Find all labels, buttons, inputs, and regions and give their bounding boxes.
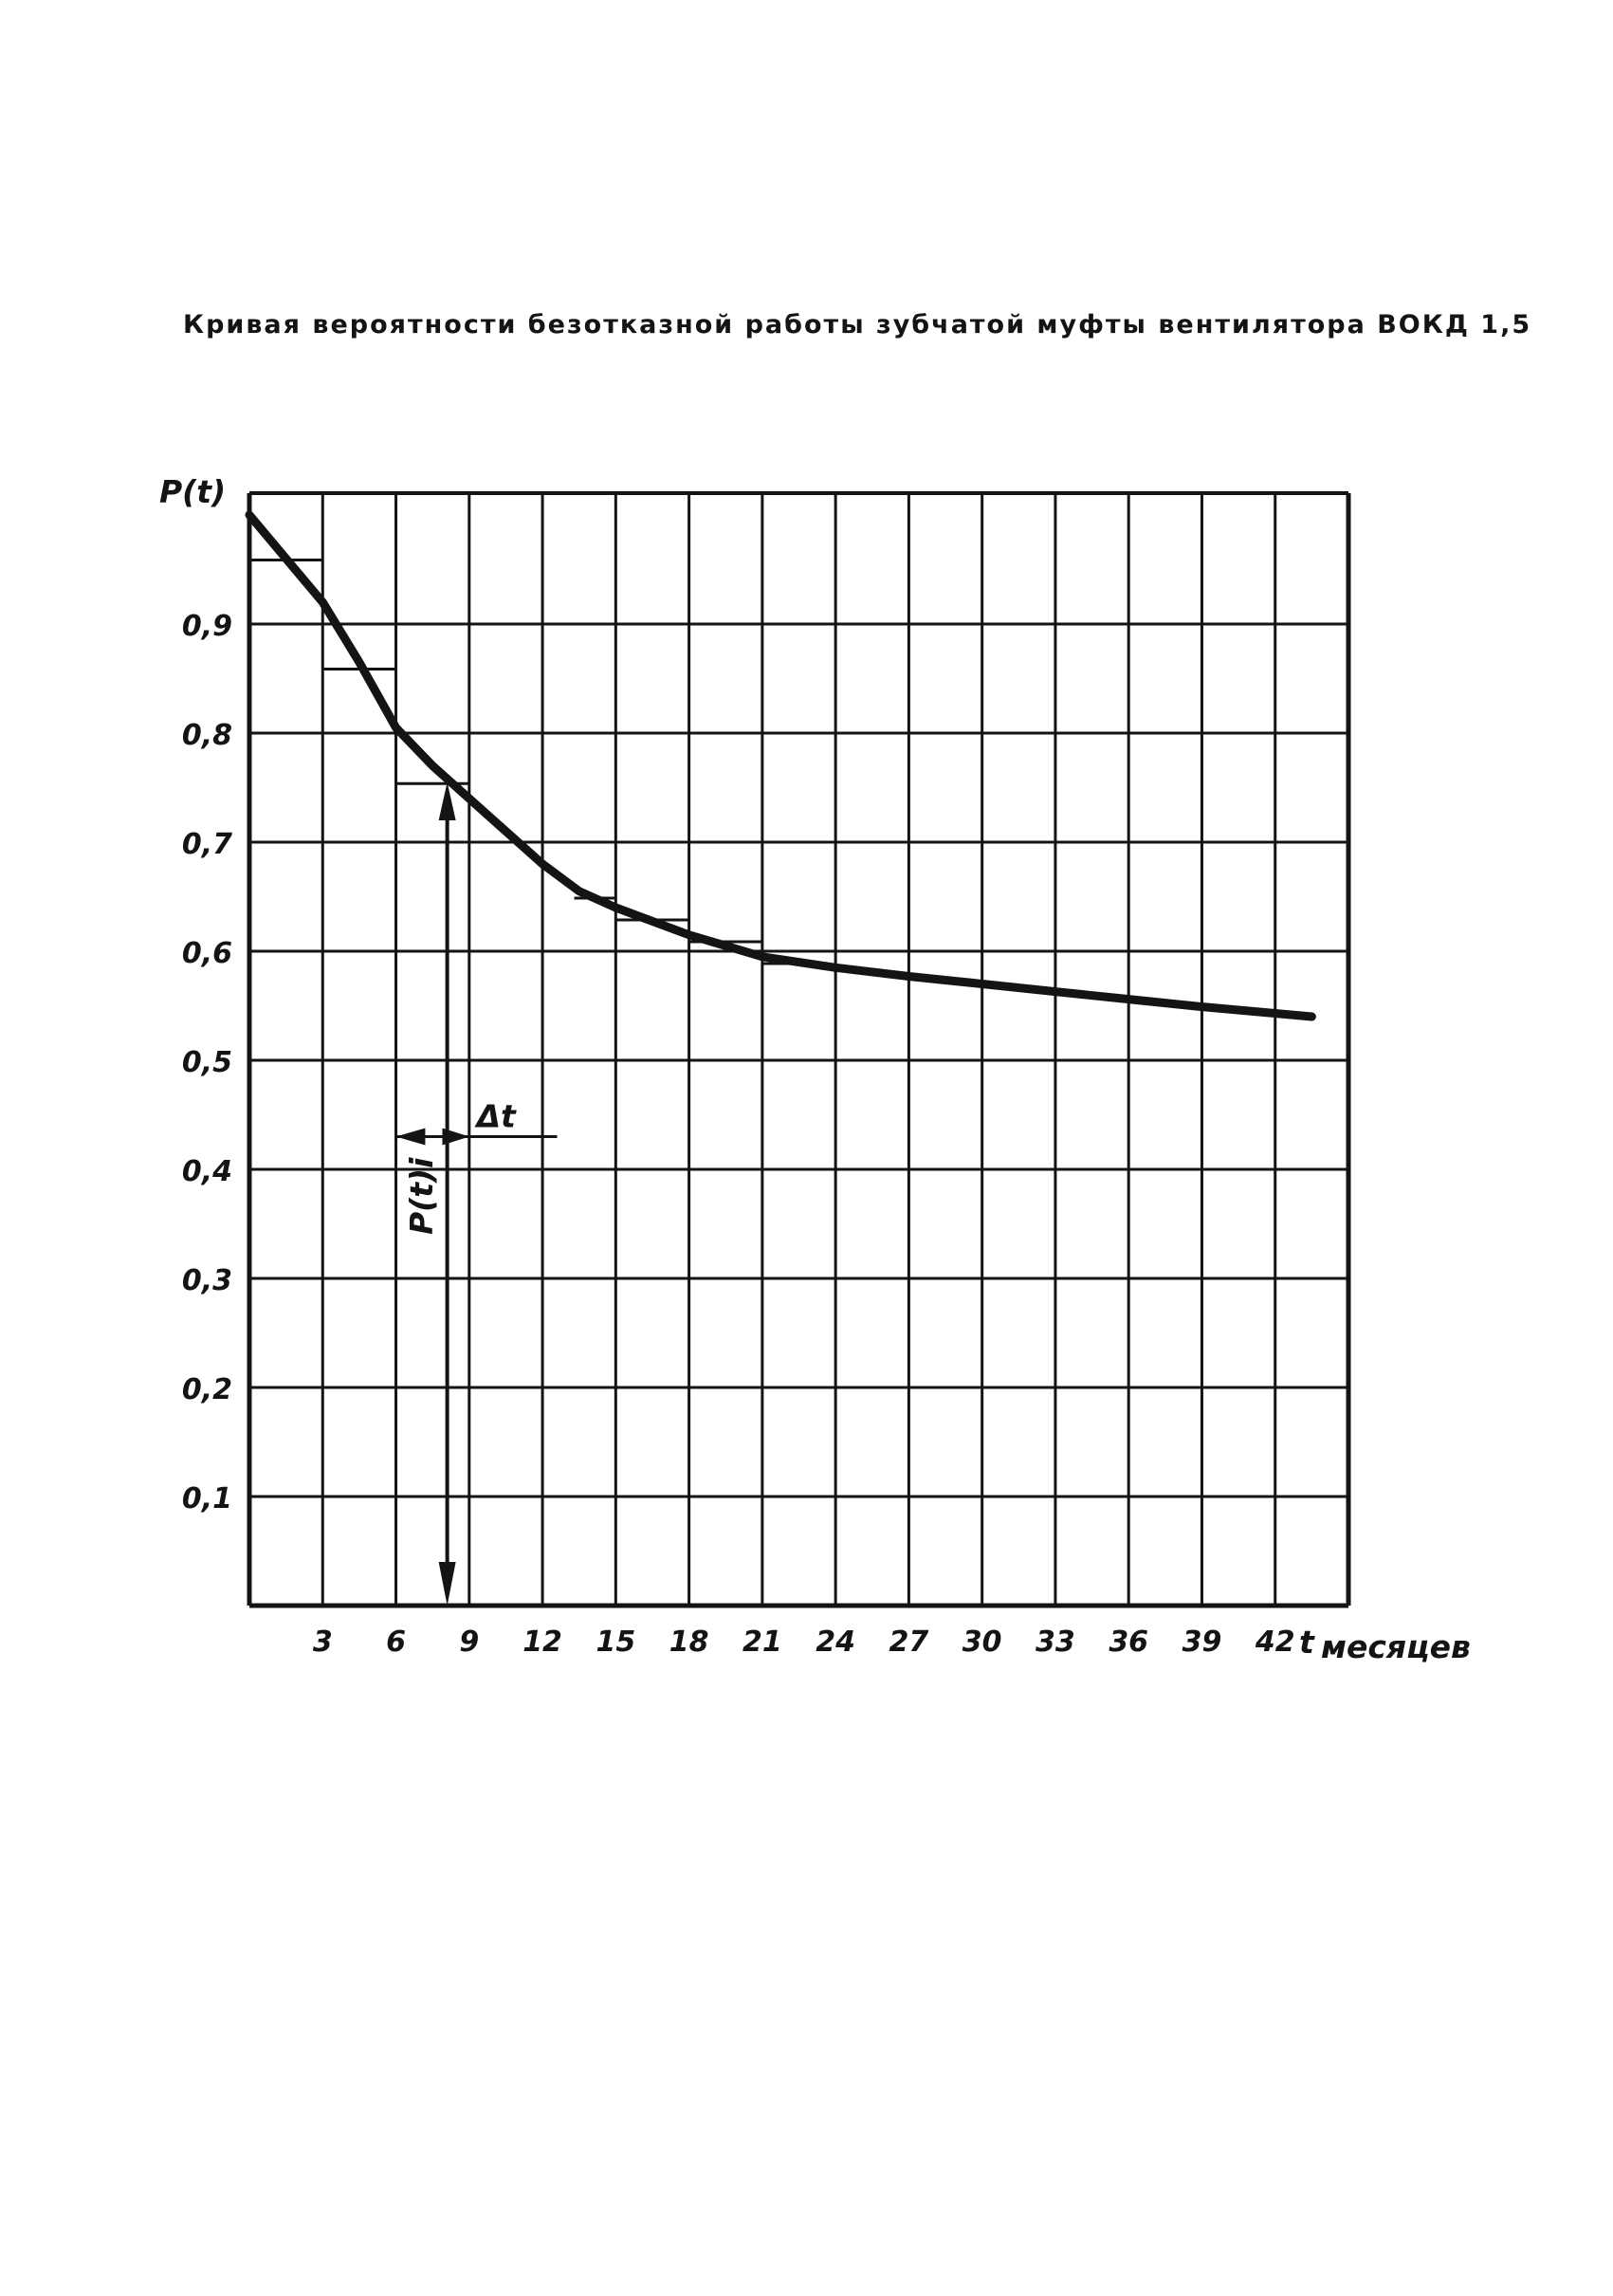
y-tick-label: 0,1 [182,1482,232,1515]
x-tick-label: 30 [962,1626,1002,1659]
pti-arrow-head-down [438,1562,456,1606]
x-tick-label: 36 [1109,1626,1148,1659]
y-tick-label: 0,6 [182,937,232,970]
x-tick-label: 9 [459,1626,479,1659]
y-tick-label: 0,8 [182,719,232,752]
x-axis-symbol: t [1299,1624,1315,1661]
page-title: Кривая вероятности безотказной работы зу… [183,310,1532,340]
x-tick-label: 39 [1182,1626,1222,1659]
step-bar [395,781,469,785]
p-t-i-label: P(t)i [403,1157,440,1235]
y-axis-label: P(t) [159,473,226,510]
y-tick-label: 0,2 [182,1373,232,1406]
x-tick-label: 6 [386,1626,406,1659]
y-tick-label: 0,9 [182,610,232,643]
x-tick-label: 27 [889,1626,929,1659]
chart-grid [247,491,1351,1608]
x-tick-label: 21 [742,1626,782,1659]
y-tick-label: 0,5 [182,1046,232,1079]
x-tick-label: 24 [816,1626,855,1659]
x-tick-label: 12 [522,1626,562,1659]
series-line [245,510,1316,1021]
tick-labels: 3 6 9 12 15 18 21 24 27 30 33 36 39 420,10,20,30,40,5… [182,610,1295,1659]
y-tick-label: 0,4 [182,1155,232,1188]
x-tick-label: 18 [669,1626,709,1659]
delta-t-label: Δt [474,1098,518,1135]
delta-t-arrow-left [395,1128,426,1146]
delta-t-arrow-right [442,1128,469,1146]
x-tick-label: 3 [313,1626,333,1659]
x-axis-unit: месяцев [1321,1628,1471,1665]
y-tick-label: 0,3 [182,1264,232,1297]
annotations [395,781,558,1606]
x-tick-label: 42 [1255,1626,1295,1659]
reliability-curve [245,510,1316,1021]
y-tick-label: 0,7 [182,828,232,861]
x-tick-label: 15 [596,1626,635,1659]
pti-arrow-head-up [438,781,456,820]
x-tick-label: 33 [1036,1626,1075,1659]
